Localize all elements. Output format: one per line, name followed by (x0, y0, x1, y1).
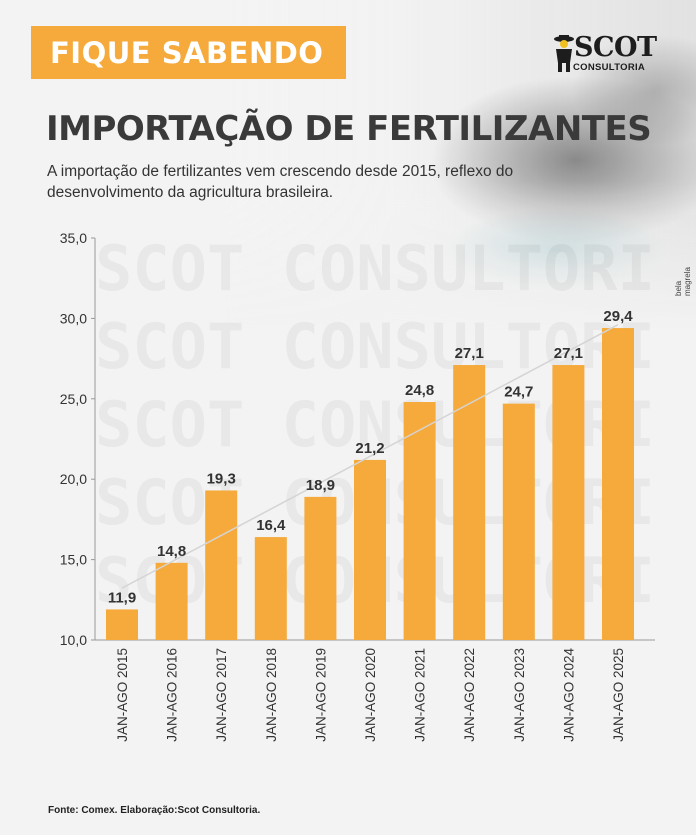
y-tick-label: 35,0 (60, 230, 87, 246)
x-tick-label: JAN-AGO 2021 (413, 648, 428, 742)
bar (552, 365, 585, 640)
y-tick-label: 10,0 (60, 632, 87, 648)
data-label: 19,3 (207, 470, 236, 487)
x-tick-label: JAN-AGO 2025 (611, 648, 626, 742)
x-tick-label: JAN-AGO 2024 (561, 648, 576, 742)
data-label: 11,9 (108, 589, 136, 606)
bar (106, 609, 138, 640)
logo-subtext: CONSULTORIA (573, 62, 646, 73)
data-label: 27,1 (455, 345, 484, 362)
logo-figure-icon (554, 35, 574, 72)
data-label: 14,8 (157, 543, 186, 560)
y-tick-label: 30,0 (60, 310, 87, 326)
y-tick-label: 25,0 (60, 391, 87, 407)
data-label: 16,4 (256, 517, 286, 534)
data-label: 18,9 (306, 477, 335, 494)
subtitle-line: desenvolvimento da agricultura brasileir… (47, 184, 334, 201)
y-tick-label: 20,0 (60, 471, 87, 487)
x-tick-label: JAN-AGO 2022 (462, 648, 477, 742)
bar (602, 328, 634, 640)
data-label: 29,4 (603, 308, 633, 325)
bar (453, 365, 486, 640)
x-tick-label: JAN-AGO 2020 (363, 648, 378, 742)
x-tick-label: JAN-AGO 2018 (264, 648, 279, 742)
bar (304, 496, 337, 640)
bar (205, 490, 238, 640)
data-label: 21,2 (355, 440, 384, 457)
bar (403, 402, 436, 640)
subtitle-line: A importação de fertilizantes vem cresce… (47, 163, 514, 180)
data-label: 24,8 (405, 382, 434, 399)
data-label: 24,7 (504, 384, 533, 401)
page-subtitle: A importação de fertilizantes vem cresce… (47, 161, 567, 203)
source-note: Fonte: Comex. Elaboração:Scot Consultori… (48, 805, 261, 816)
badge-banner (31, 26, 346, 79)
bar (155, 562, 188, 640)
badge-text: FIQUE SABENDO (50, 36, 324, 70)
page-title: IMPORTAÇÃO DE FERTILIZANTES (46, 109, 652, 149)
trend-line (121, 324, 619, 589)
bar (254, 537, 287, 640)
y-tick-label: 15,0 (60, 552, 87, 568)
x-tick-label: JAN-AGO 2017 (214, 648, 229, 742)
x-tick-label: JAN-AGO 2019 (313, 648, 328, 742)
data-label: 27,1 (554, 345, 583, 362)
x-tick-label: JAN-AGO 2015 (115, 648, 130, 742)
bar (354, 459, 386, 640)
bar (502, 403, 535, 640)
x-tick-label: JAN-AGO 2023 (512, 648, 527, 742)
logo-text: SCOT (574, 32, 657, 63)
x-tick-label: JAN-AGO 2016 (165, 648, 180, 742)
